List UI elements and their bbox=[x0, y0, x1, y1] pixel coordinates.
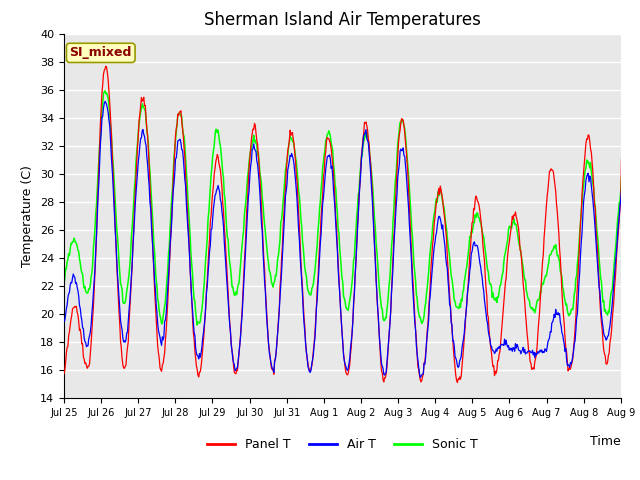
Air T bbox=[269, 367, 277, 372]
Air T bbox=[458, 353, 465, 359]
Sonic T bbox=[101, 88, 109, 94]
Air T bbox=[101, 98, 109, 104]
Panel T bbox=[60, 371, 68, 376]
Panel T bbox=[240, 276, 248, 282]
Line: Panel T: Panel T bbox=[64, 66, 640, 383]
Air T bbox=[417, 374, 424, 380]
Sonic T bbox=[193, 322, 201, 328]
Legend: Panel T, Air T, Sonic T: Panel T, Air T, Sonic T bbox=[202, 433, 483, 456]
Sonic T bbox=[131, 185, 138, 191]
Air T bbox=[240, 282, 248, 288]
Air T bbox=[131, 216, 138, 222]
Panel T bbox=[423, 328, 431, 334]
Y-axis label: Temperature (C): Temperature (C) bbox=[22, 165, 35, 267]
Sonic T bbox=[60, 282, 68, 288]
Panel T bbox=[269, 367, 277, 372]
Air T bbox=[60, 319, 68, 324]
Panel T bbox=[454, 380, 461, 385]
Text: SI_mixed: SI_mixed bbox=[70, 47, 132, 60]
Air T bbox=[424, 325, 432, 331]
Panel T bbox=[102, 63, 109, 69]
Sonic T bbox=[270, 280, 278, 286]
Title: Sherman Island Air Temperatures: Sherman Island Air Temperatures bbox=[204, 11, 481, 29]
Panel T bbox=[458, 373, 465, 379]
Line: Air T: Air T bbox=[64, 101, 640, 377]
Sonic T bbox=[241, 212, 248, 217]
Sonic T bbox=[424, 277, 432, 283]
Line: Sonic T: Sonic T bbox=[64, 91, 640, 325]
Sonic T bbox=[458, 297, 465, 302]
Panel T bbox=[292, 158, 300, 164]
Text: Time: Time bbox=[590, 435, 621, 448]
Sonic T bbox=[292, 158, 300, 164]
Air T bbox=[292, 178, 300, 183]
Panel T bbox=[131, 206, 138, 212]
